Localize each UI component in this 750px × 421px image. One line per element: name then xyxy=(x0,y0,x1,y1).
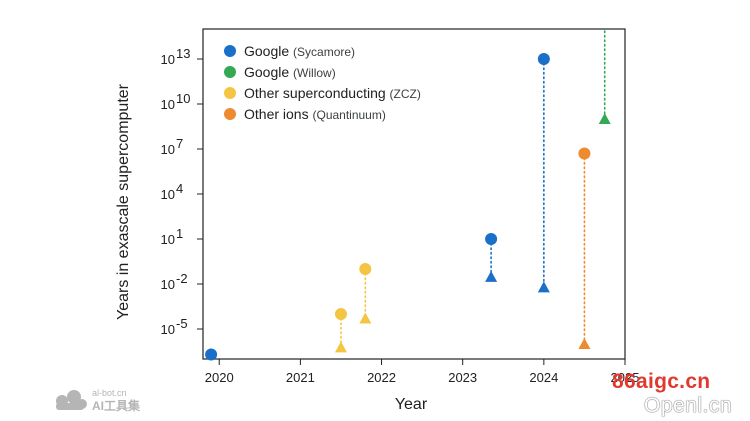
x-tick-label: 2021 xyxy=(286,370,315,385)
circle-marker xyxy=(578,147,591,160)
y-tick-label: 10 xyxy=(161,52,175,67)
ai-bot-watermark: al-bot.cn AI工具集 xyxy=(56,388,141,413)
triangle-marker xyxy=(359,312,372,324)
circle-marker xyxy=(485,233,498,245)
y-tick-exponent: 7 xyxy=(176,136,183,151)
watermark-86aigc: 86aigc.cn xyxy=(612,370,711,393)
y-tick-label: 10 xyxy=(161,187,175,202)
legend-label-sub: (Quantinuum) xyxy=(312,108,385,122)
triangle-marker xyxy=(598,113,611,124)
watermark-logo-top: al-bot.cn xyxy=(92,388,127,398)
watermark-openl: Openl.cn xyxy=(644,394,733,417)
x-axis-ticks: 2020 2021 2022 2023 2024 2025 xyxy=(205,359,640,385)
legend-label-main: Other ions xyxy=(244,106,312,122)
connector-lines xyxy=(340,30,606,349)
legend-label-main: Google xyxy=(244,64,293,80)
legend-swatch xyxy=(224,66,236,78)
legend-label: Other superconducting (ZCZ) xyxy=(244,85,421,101)
legend-swatch xyxy=(224,108,236,120)
legend-label-sub: (Willow) xyxy=(293,66,336,80)
y-tick-exponent: 1 xyxy=(176,226,183,241)
triangle-marker xyxy=(485,270,498,282)
y-axis-title: Years in exascale supercomputer xyxy=(115,83,132,320)
legend: Google (Sycamore)Google (Willow)Other su… xyxy=(224,43,421,122)
legend-swatch xyxy=(224,45,236,57)
data-markers xyxy=(205,53,611,361)
legend-label-main: Other superconducting xyxy=(244,85,390,101)
y-tick-exponent: -5 xyxy=(176,316,188,331)
watermark-logo-bottom: AI工具集 xyxy=(92,398,141,413)
triangle-marker xyxy=(578,338,591,349)
y-tick-exponent: 10 xyxy=(176,91,190,106)
circle-marker xyxy=(334,308,347,320)
x-axis-title: Year xyxy=(395,396,428,413)
legend-label-main: Google xyxy=(244,43,293,59)
legend-label-sub: (ZCZ) xyxy=(390,87,421,101)
y-tick-label: 10 xyxy=(161,97,175,112)
circle-marker xyxy=(537,53,550,65)
x-tick-label: 2025 xyxy=(611,370,640,385)
x-tick-label: 2024 xyxy=(529,370,558,385)
x-tick-label: 2023 xyxy=(448,370,477,385)
y-tick-label: 10 xyxy=(161,322,175,337)
triangle-marker xyxy=(537,281,550,293)
y-tick-label: 10 xyxy=(161,232,175,247)
y-tick-label: 10 xyxy=(161,277,175,292)
triangle-marker xyxy=(334,341,347,353)
legend-label: Google (Willow) xyxy=(244,64,336,80)
y-tick-exponent: -2 xyxy=(176,271,188,286)
x-tick-label: 2020 xyxy=(205,370,234,385)
y-tick-label: 10 xyxy=(161,142,175,157)
y-tick-exponent: 4 xyxy=(176,181,183,196)
circle-marker xyxy=(359,263,372,275)
legend-label: Other ions (Quantinuum) xyxy=(244,106,386,122)
circle-marker xyxy=(205,348,218,361)
y-tick-exponent: 13 xyxy=(176,46,190,61)
legend-label: Google (Sycamore) xyxy=(244,43,355,59)
x-tick-label: 2022 xyxy=(367,370,396,385)
legend-swatch xyxy=(224,87,236,99)
legend-label-sub: (Sycamore) xyxy=(293,45,355,59)
